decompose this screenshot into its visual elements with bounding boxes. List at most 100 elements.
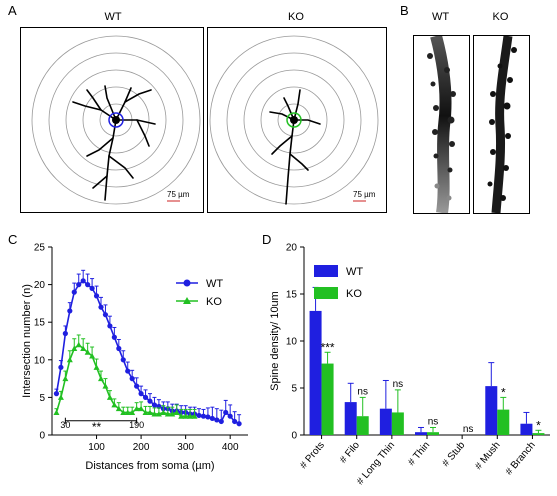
sholl-ko-svg: 75 µm: [209, 35, 379, 205]
data-point-ko: [71, 345, 78, 352]
soma-marker-ko: [286, 112, 302, 128]
panel-label-a: A: [8, 3, 17, 18]
data-point-wt: [85, 282, 91, 288]
dendrite-ko-svg: [487, 36, 517, 213]
data-point-ko: [102, 383, 109, 389]
data-point-wt: [214, 417, 220, 423]
y-tick-label: 5: [291, 384, 297, 395]
x-tick-label: # Prots: [298, 440, 327, 471]
sholl-rings-wt: [31, 35, 201, 205]
stain-ko-label: KO: [492, 11, 509, 23]
data-point-wt: [138, 391, 144, 397]
legend-swatch: [314, 265, 338, 277]
data-point-ko: [142, 409, 149, 415]
data-point-wt: [200, 413, 207, 419]
significance-label: ns: [393, 379, 404, 390]
significance-label: *: [536, 418, 541, 432]
data-point-wt: [58, 364, 64, 370]
data-point-ko: [129, 409, 136, 415]
y-tick-label: 0: [291, 431, 297, 442]
sholl-wt-label: WT: [104, 11, 122, 23]
panel-label-b: B: [400, 3, 409, 18]
scale-bar-wt-label: 75 µm: [167, 190, 190, 199]
sholl-wt-svg: 75 µm: [31, 35, 201, 205]
significance-label: ns: [357, 386, 368, 397]
data-point-ko: [169, 410, 176, 417]
bar-wt: [309, 310, 322, 435]
data-point-wt: [142, 394, 149, 400]
data-point-ko: [57, 394, 64, 400]
bar-wt: [485, 386, 498, 435]
bar-ko: [391, 412, 404, 435]
data-point-ko: [151, 410, 158, 417]
data-point-ko: [115, 405, 122, 412]
legend-label: WT: [206, 278, 223, 290]
data-point-wt: [120, 357, 126, 363]
data-point-wt: [111, 334, 117, 340]
data-point-wt: [134, 383, 140, 389]
data-point-ko: [164, 410, 171, 417]
sholl-ko-image: 75 µm: [207, 27, 387, 213]
legend-label: KO: [346, 288, 362, 300]
scale-bar-ko-label: 75 µm: [353, 190, 376, 199]
legend-swatch: [314, 287, 338, 299]
data-point-ko: [147, 409, 153, 415]
data-point-ko: [155, 410, 162, 417]
bar-wt: [344, 402, 357, 435]
legend-label: KO: [206, 296, 222, 308]
series-line-ko: [55, 343, 195, 417]
x-tick-label: # Mush: [473, 440, 503, 472]
significance-label: *: [501, 385, 506, 399]
data-point-ko: [93, 364, 100, 370]
data-point-ko: [62, 375, 69, 382]
annotation-label: **: [92, 420, 102, 434]
bar-ko: [356, 416, 369, 435]
y-tick-label: 5: [39, 393, 45, 404]
y-tick-label: 25: [34, 243, 46, 254]
data-point-ko: [160, 409, 167, 415]
x-tick-label: # Stub: [440, 440, 467, 470]
data-point-ko: [182, 413, 189, 419]
data-point-ko: [106, 394, 113, 400]
data-point-wt: [205, 414, 211, 420]
y-tick-label: 15: [286, 290, 298, 301]
data-point-ko: [75, 341, 82, 348]
data-point-wt: [218, 418, 224, 425]
soma-marker-wt: [108, 112, 124, 128]
data-point-ko: [66, 356, 73, 363]
data-point-wt: [125, 368, 131, 374]
data-point-ko: [133, 405, 140, 412]
x-tick-label: 300: [177, 442, 194, 453]
bar-wt: [379, 408, 392, 435]
data-point-ko: [187, 413, 194, 419]
data-point-wt: [89, 285, 95, 291]
neuron-wt-tracing: [72, 85, 156, 201]
data-point-ko: [80, 345, 87, 352]
y-axis-title: Intersection number (n): [21, 284, 33, 398]
y-tick-label: 0: [39, 431, 45, 442]
y-tick-label: 20: [286, 243, 298, 254]
data-point-ko: [173, 409, 180, 415]
data-point-wt: [53, 391, 60, 397]
data-point-wt: [227, 413, 233, 419]
data-point-ko: [53, 409, 60, 415]
data-point-wt: [98, 304, 104, 310]
dendrite-wt-image: [413, 35, 470, 214]
sholl-intersection-chart: 0 5 10 15 20 25 100 200 300 400 Distances from som…: [21, 243, 248, 472]
data-point-wt: [232, 418, 238, 425]
panel-label-c: C: [8, 232, 18, 247]
annotation-label: 190: [129, 420, 144, 430]
significance-label: ns: [463, 424, 474, 435]
data-point-ko: [89, 353, 96, 359]
x-tick-label: # Thin: [406, 440, 432, 468]
legend-marker: [183, 297, 191, 304]
data-point-ko: [124, 409, 131, 415]
data-point-wt: [209, 415, 215, 422]
bar-ko: [497, 409, 510, 435]
bar-ko: [532, 433, 545, 435]
data-point-wt: [147, 398, 153, 404]
significance-label: ***: [321, 340, 335, 354]
data-point-ko: [178, 413, 185, 419]
bar-wt: [415, 432, 427, 435]
x-tick-label: # Branch: [504, 440, 538, 478]
